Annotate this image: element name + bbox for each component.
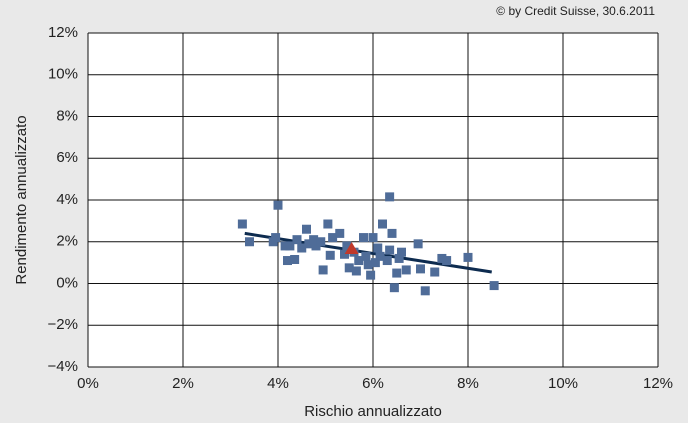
point [437, 253, 447, 263]
y-axis-label: Rendimento annualizzato [13, 115, 30, 284]
point [416, 264, 425, 274]
point [290, 254, 300, 264]
point [397, 247, 406, 257]
point [273, 200, 283, 210]
point [363, 260, 373, 270]
point [344, 263, 354, 273]
point [342, 241, 352, 251]
point [378, 219, 387, 229]
point [283, 256, 292, 266]
point [237, 219, 247, 229]
point [359, 233, 368, 243]
point [340, 249, 349, 259]
point [344, 242, 359, 255]
point [442, 256, 452, 266]
point [323, 219, 333, 229]
point [373, 243, 383, 253]
x-tick-label: 6% [362, 375, 384, 392]
point [387, 228, 397, 238]
point [335, 228, 345, 238]
y-tick-label: 12% [48, 24, 78, 41]
point [354, 256, 364, 266]
y-tick-label: 10% [48, 66, 78, 83]
point [309, 235, 319, 245]
x-tick-label: 4% [267, 375, 289, 392]
x-tick-label: 10% [548, 375, 578, 392]
point [370, 258, 380, 268]
point [389, 283, 399, 293]
point [489, 281, 499, 291]
point [271, 233, 281, 243]
point [304, 239, 314, 249]
point [366, 270, 376, 280]
y-tick-label: −2% [48, 316, 78, 333]
point [375, 251, 385, 261]
point [368, 233, 378, 243]
y-tick-label: 0% [56, 274, 78, 291]
point [401, 265, 411, 275]
x-tick-label: 12% [643, 375, 673, 392]
point [430, 267, 440, 277]
point [245, 237, 254, 247]
y-tick-label: 8% [56, 107, 78, 124]
point [385, 245, 395, 255]
y-tick-label: −4% [48, 358, 78, 375]
point [285, 241, 295, 251]
point [413, 239, 423, 249]
point [385, 192, 395, 202]
x-tick-label: 0% [77, 375, 99, 392]
point [311, 241, 321, 251]
point [297, 243, 307, 253]
point [351, 266, 361, 276]
y-tick-label: 2% [56, 233, 78, 250]
x-tick-label: 2% [172, 375, 194, 392]
y-tick-label: 4% [56, 191, 78, 208]
point [292, 235, 302, 245]
point [394, 253, 404, 263]
y-tick-label: 6% [56, 149, 78, 166]
point [316, 237, 326, 247]
x-tick-label: 8% [457, 375, 479, 392]
point [361, 251, 371, 261]
point [318, 265, 328, 275]
point [325, 250, 335, 260]
point [302, 224, 311, 234]
point [382, 256, 392, 266]
point [280, 241, 290, 251]
point [420, 286, 430, 296]
point [463, 252, 473, 262]
x-axis-label: Rischio annualizzato [304, 403, 442, 420]
point [392, 268, 402, 278]
point [328, 233, 338, 243]
annotation: © by Credit Suisse, 30.6.2011 [496, 4, 655, 18]
